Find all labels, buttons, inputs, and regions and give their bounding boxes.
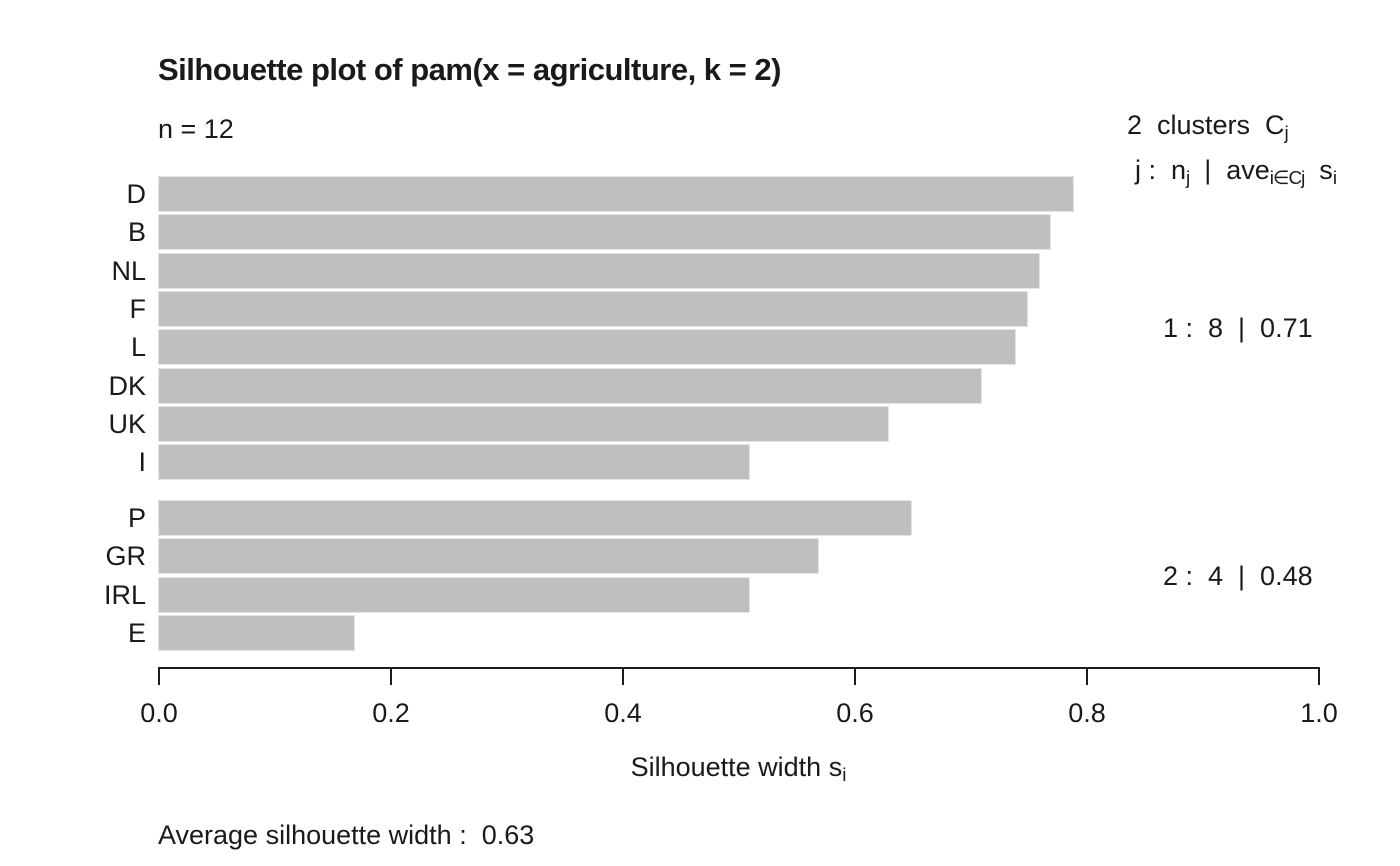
country-label-B: B xyxy=(127,217,146,248)
label-text: s xyxy=(1304,155,1333,185)
x-axis-tick xyxy=(1318,667,1320,685)
legend-formula-line: j : nj | avei∈Cj si xyxy=(1135,155,1337,190)
country-label-F: F xyxy=(129,293,147,324)
x-axis-tick-label: 0.0 xyxy=(140,698,178,728)
sample-size-label: n = 12 xyxy=(158,114,234,144)
plot-title: Silhouette plot of pam(x = agriculture, … xyxy=(158,52,781,87)
subscript-text: j xyxy=(1186,168,1190,190)
x-axis-tick xyxy=(1086,667,1088,685)
legend-clusters-line: 2 clusters Cj xyxy=(1127,110,1289,145)
silhouette-bar-UK xyxy=(158,405,889,442)
country-label-NL: NL xyxy=(111,255,146,286)
silhouette-bar-GR xyxy=(158,538,820,575)
country-label-D: D xyxy=(126,179,147,209)
label-text: 2 clusters C xyxy=(1127,110,1285,140)
x-axis-tick-label: 0.4 xyxy=(604,698,642,728)
x-axis-label: Silhouette width si xyxy=(438,752,1038,787)
country-label-GR: GR xyxy=(105,541,147,572)
x-axis-tick xyxy=(854,667,856,685)
country-label-DK: DK xyxy=(108,370,146,401)
silhouette-bar-D xyxy=(158,176,1075,212)
x-axis-tick xyxy=(158,667,160,685)
silhouette-bar-P xyxy=(158,500,912,537)
x-axis-tick-label: 0.8 xyxy=(1068,698,1106,728)
subscript-text: i xyxy=(842,765,846,787)
x-axis-tick-label: 0.6 xyxy=(836,698,874,728)
country-label-E: E xyxy=(127,618,146,648)
cluster-summary-1: 1 : 8 | 0.71 xyxy=(1163,313,1313,344)
cluster-summary-2: 2 : 4 | 0.48 xyxy=(1163,560,1313,591)
silhouette-bar-I xyxy=(158,444,750,481)
x-axis-tick-label: 1.0 xyxy=(1300,698,1338,728)
silhouette-bar-DK xyxy=(158,367,982,404)
silhouette-bar-E xyxy=(158,615,356,651)
subscript-text: i∈Cj xyxy=(1269,168,1305,190)
silhouette-bar-NL xyxy=(158,252,1040,289)
silhouette-bar-F xyxy=(158,290,1028,327)
x-axis-tick-label: 0.2 xyxy=(372,698,410,728)
country-label-L: L xyxy=(130,332,146,363)
country-label-I: I xyxy=(138,447,146,478)
subscript-text: j xyxy=(1284,123,1289,145)
label-text: Silhouette width s xyxy=(630,752,843,782)
x-axis-tick xyxy=(390,667,392,685)
country-label-IRL: IRL xyxy=(103,579,146,610)
silhouette-bar-IRL xyxy=(158,576,750,613)
silhouette-bar-B xyxy=(158,214,1052,251)
country-label-UK: UK xyxy=(108,408,146,439)
silhouette-bar-L xyxy=(158,329,1017,366)
label-text: j : n xyxy=(1135,155,1187,185)
x-axis-tick xyxy=(622,667,624,685)
average-silhouette-width-label: Average silhouette width : 0.63 xyxy=(158,820,535,850)
label-text: | ave xyxy=(1189,155,1270,185)
country-label-P: P xyxy=(127,503,146,534)
subscript-text: i xyxy=(1332,168,1337,190)
x-axis-line xyxy=(158,667,1320,669)
